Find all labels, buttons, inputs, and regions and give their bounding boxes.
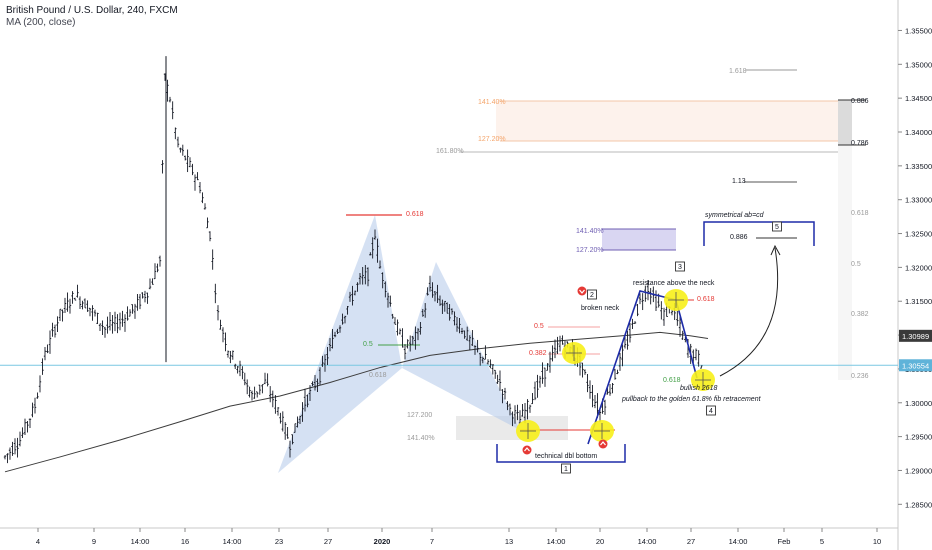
x-tick-label: 13 (505, 537, 513, 546)
x-tick-label: 14:00 (638, 537, 657, 546)
lbl-0618-right: 0.618 (697, 296, 715, 303)
x-tick-label: 5 (820, 537, 824, 546)
arrow-badge-glyph (579, 289, 585, 294)
y-tick-label: 1.30000 (905, 399, 932, 408)
lbl-0618-far: 0.618 (851, 210, 869, 217)
y-tick-label: 1.35500 (905, 26, 932, 35)
y-tick-label: 1.34500 (905, 94, 932, 103)
lbl-dbl-bottom: technical dbl bottom (535, 453, 597, 460)
y-tick-label: 1.35000 (905, 60, 932, 69)
fib-zone-dark (838, 100, 852, 145)
lbl-05-left: 0.5 (363, 341, 373, 348)
lbl-1272-left: 127.200 (407, 412, 432, 419)
x-tick-label: 14:00 (547, 537, 566, 546)
lbl-1414-orange: 141.40% (478, 99, 506, 106)
price-tag-label: 1.30554 (902, 361, 929, 370)
x-tick-label: 14:00 (729, 537, 748, 546)
x-tick-label: Feb (778, 537, 791, 546)
lbl-0886-top: 0.886 (851, 98, 869, 105)
y-tick-label: 1.31500 (905, 297, 932, 306)
wave-zigzag (587, 290, 698, 445)
wave-number-box (772, 221, 782, 232)
lbl-0382-far: 0.382 (851, 311, 869, 318)
wave-number-box (706, 405, 716, 416)
arrow-badge-glyph (600, 441, 606, 446)
arrow-badge-icon (522, 445, 532, 455)
lbl-0382-mid: 0.382 (529, 350, 547, 357)
lbl-resistance: resistance above the neck (633, 280, 715, 287)
wave-number-label: 4 (709, 408, 713, 415)
price-tag (899, 359, 932, 372)
y-tick-label: 1.33000 (905, 196, 932, 205)
x-tick-label: 23 (275, 537, 283, 546)
projection-arrow (719, 247, 779, 377)
x-tick-label: 14:00 (131, 537, 150, 546)
bracket-abcd (703, 221, 815, 246)
lbl-symmetrical: symmetrical ab=cd (705, 212, 765, 219)
arrow-badge-icon (598, 439, 608, 449)
x-tick-label: 10 (873, 537, 881, 546)
wave-number-label: 2 (590, 292, 594, 299)
lbl-1414-blue: 141.40% (576, 228, 604, 235)
lbl-1272-orange: 127.20% (478, 136, 506, 143)
wave-number-box (587, 289, 597, 300)
arrow-badge-icon (577, 286, 587, 296)
y-tick-label: 1.29500 (905, 433, 932, 442)
x-tick-label: 14:00 (223, 537, 242, 546)
chart-title: British Pound / U.S. Dollar, 240, FXCM (6, 5, 178, 16)
wave-number-label: 5 (775, 224, 779, 231)
lbl-1618-pct: 161.80% (436, 148, 464, 155)
lbl-1272-blue: 127.20% (576, 247, 604, 254)
lbl-0786: 0.786 (851, 140, 869, 147)
y-tick-label: 1.29000 (905, 466, 932, 475)
wave-number-box (561, 463, 571, 474)
lbl-1414-left: 141.40% (407, 435, 435, 442)
x-tick-label: 4 (36, 537, 40, 546)
lbl-05-far: 0.5 (851, 261, 861, 268)
y-tick-label: 1.32000 (905, 263, 932, 272)
lbl-0618-left: 0.618 (369, 372, 387, 379)
lbl-1618-top: 1.618 (729, 68, 747, 75)
x-tick-label: 7 (430, 537, 434, 546)
lbl-bullish: bullish 2618 (680, 385, 717, 392)
wave-number-label: 1 (564, 466, 568, 473)
lbl-0236-far: 0.236 (851, 373, 869, 380)
projection-arrow-head (770, 244, 781, 256)
x-tick-label: 20 (596, 537, 604, 546)
lbl-113: 1.13 (732, 178, 746, 185)
lbl-0618-green: 0.618 (663, 377, 681, 384)
y-tick-label: 1.28500 (905, 500, 932, 509)
price-tag-label: 1.30989 (902, 332, 929, 341)
lbl-0618-top: 0.618 (406, 211, 424, 218)
price-tag (899, 329, 932, 342)
harmonic-triangle-xab (278, 215, 402, 473)
wave-number-label: 3 (678, 264, 682, 271)
y-tick-label: 1.32500 (905, 230, 932, 239)
fib-zone-orange (496, 101, 838, 141)
lbl-0886-abcd: 0.886 (730, 234, 748, 241)
lbl-05-mid: 0.5 (534, 323, 544, 330)
fib-zone-blue (602, 229, 676, 250)
lbl-pullback: pullback to the golden 61.8% fib retrace… (621, 396, 762, 403)
y-tick-label: 1.34000 (905, 128, 932, 137)
y-tick-label: 1.33500 (905, 162, 932, 171)
x-tick-label: 16 (181, 537, 189, 546)
harmonic-triangle-bcd (402, 262, 520, 430)
x-tick-label: 2020 (374, 537, 391, 546)
x-tick-label: 9 (92, 537, 96, 546)
ma-200-line (4, 331, 709, 473)
x-tick-label: 27 (324, 537, 332, 546)
fib-zone-grey (838, 145, 852, 380)
lbl-broken-neck: broken neck (581, 305, 620, 312)
x-tick-label: 27 (687, 537, 695, 546)
wave-number-box (675, 261, 685, 272)
arrow-badge-glyph (524, 447, 530, 452)
indicator-label: MA (200, close) (6, 17, 76, 28)
bracket-dbl-bottom (496, 444, 626, 463)
